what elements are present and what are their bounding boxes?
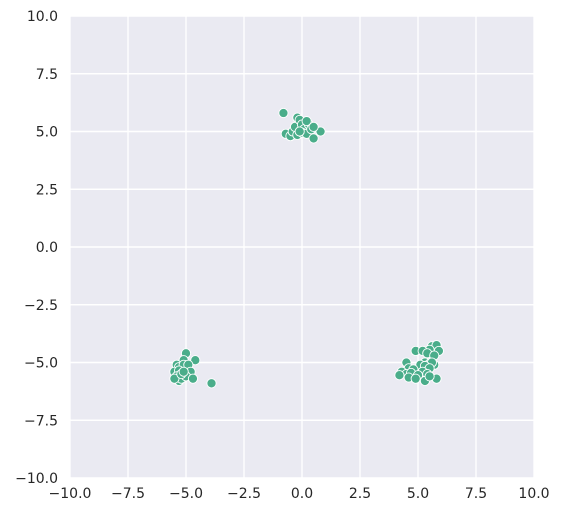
y-tick-label: 10.0 xyxy=(27,9,58,25)
y-tick-label: −7.5 xyxy=(24,413,58,429)
point-layer xyxy=(169,107,444,389)
x-tick-label: 10.0 xyxy=(518,486,549,502)
scatter-point xyxy=(190,355,201,366)
x-tick-label: −7.5 xyxy=(111,486,145,502)
x-tick-label: −5.0 xyxy=(169,486,203,502)
x-tick-label: −2.5 xyxy=(227,486,261,502)
scatter-point xyxy=(169,373,180,384)
scatter-point xyxy=(410,373,421,384)
scatter-point xyxy=(424,371,435,382)
y-tick-label: −2.5 xyxy=(24,298,58,314)
x-tick-label: 7.5 xyxy=(465,486,487,502)
scatter-point xyxy=(315,126,326,137)
y-tick-label: 5.0 xyxy=(36,125,58,141)
grid-layer xyxy=(69,15,535,479)
y-tick-label: 2.5 xyxy=(36,182,58,198)
x-tick-label: 5.0 xyxy=(407,486,429,502)
y-tick-label: 0.0 xyxy=(36,240,58,256)
scatter-point xyxy=(308,133,319,144)
scatter-point xyxy=(308,121,319,132)
y-tick-label: −10.0 xyxy=(15,471,58,487)
scatter-point xyxy=(187,373,199,384)
x-tick-label: −10.0 xyxy=(49,486,92,502)
x-tick-label: 2.5 xyxy=(349,486,371,502)
scatter-point xyxy=(178,366,189,377)
scatter-point xyxy=(294,126,305,137)
y-tick-label: 7.5 xyxy=(36,67,58,83)
x-axis-ticks: −10.0 −7.5 −5.0 −2.5 0.0 2.5 5.0 7.5 10.0 xyxy=(49,486,550,502)
scatter-point xyxy=(394,370,405,381)
scatter-point xyxy=(278,107,289,119)
x-tick-label: 0.0 xyxy=(291,486,313,502)
y-tick-label: −5.0 xyxy=(24,356,58,372)
scatter-point xyxy=(301,116,312,127)
scatter-point xyxy=(206,378,217,389)
y-axis-ticks: 10.0 7.5 5.0 2.5 0.0 −2.5 −5.0 −7.5 −10.0 xyxy=(15,9,58,487)
